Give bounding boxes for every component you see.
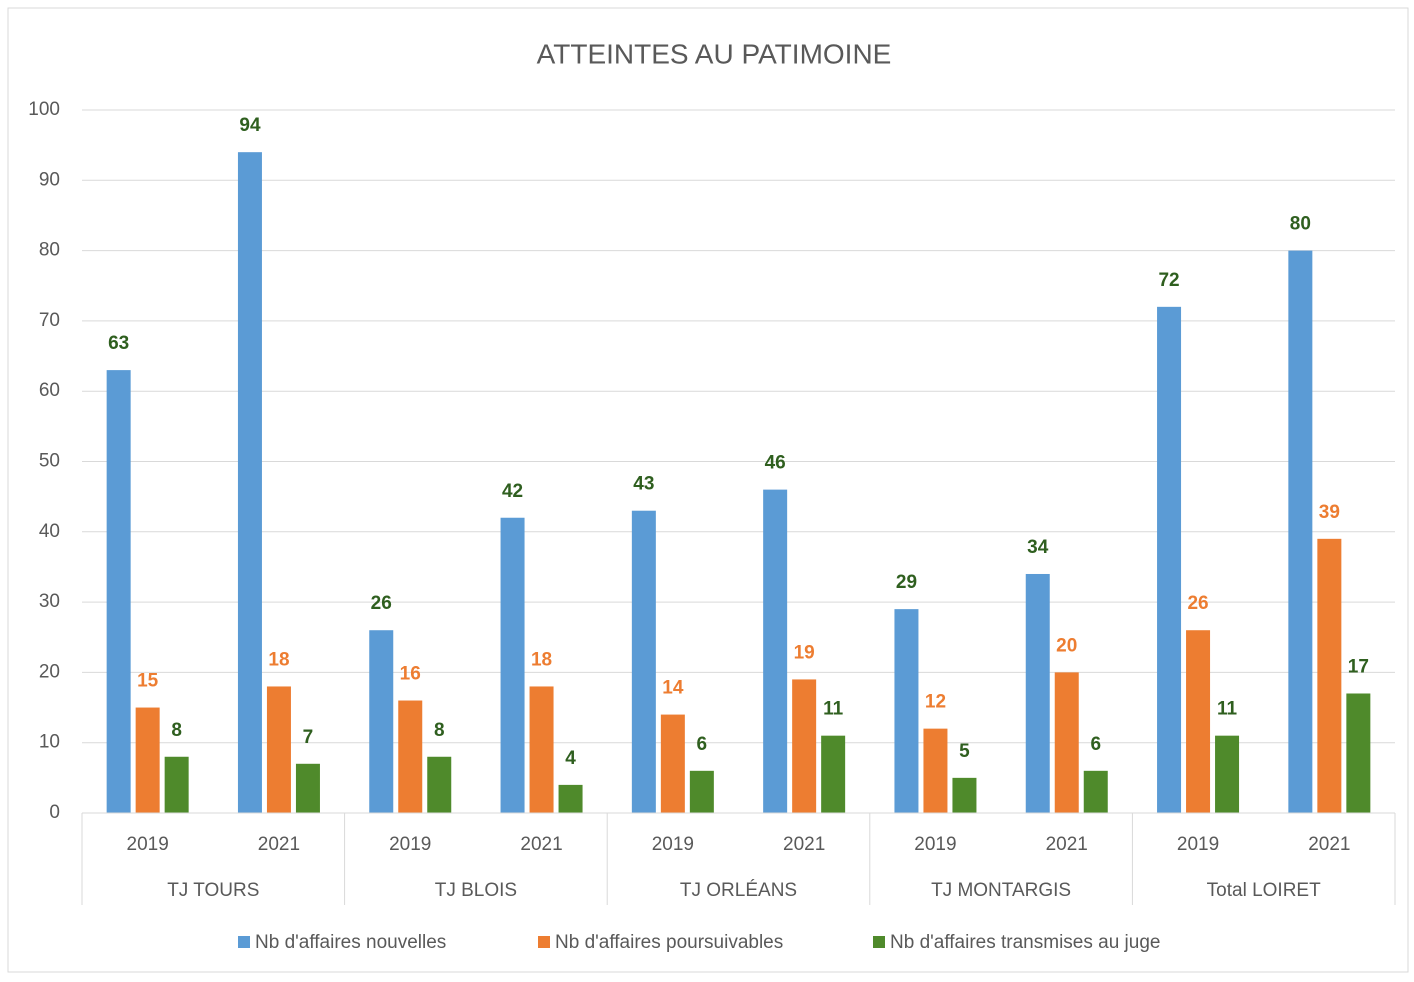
group-label: TJ BLOIS bbox=[435, 880, 517, 901]
data-label: 5 bbox=[959, 741, 970, 762]
y-tick-label: 0 bbox=[49, 802, 60, 823]
data-label: 11 bbox=[1217, 699, 1238, 720]
data-label: 18 bbox=[531, 649, 552, 670]
data-label: 72 bbox=[1158, 270, 1179, 291]
y-tick-label: 70 bbox=[39, 310, 60, 331]
x-tick-label: 2019 bbox=[389, 834, 431, 855]
y-tick-label: 100 bbox=[28, 99, 60, 120]
bar bbox=[398, 700, 423, 813]
y-tick-label: 30 bbox=[39, 591, 60, 612]
x-tick-label: 2019 bbox=[127, 834, 169, 855]
x-tick-label: 2021 bbox=[520, 834, 562, 855]
chart-frame bbox=[7, 7, 1409, 973]
bar bbox=[106, 370, 131, 813]
data-label: 14 bbox=[662, 678, 684, 699]
group-label: TJ MONTARGIS bbox=[931, 880, 1071, 901]
legend-swatch bbox=[873, 936, 885, 948]
y-tick-label: 20 bbox=[39, 661, 60, 682]
data-label: 46 bbox=[765, 453, 786, 474]
data-label: 43 bbox=[633, 474, 654, 495]
bar bbox=[1346, 693, 1371, 813]
legend-swatch bbox=[238, 936, 250, 948]
bar bbox=[295, 763, 320, 813]
data-label: 8 bbox=[434, 720, 445, 741]
data-label: 39 bbox=[1319, 502, 1340, 523]
bar bbox=[1186, 630, 1211, 813]
bar bbox=[1215, 735, 1240, 813]
bar bbox=[1025, 573, 1050, 813]
data-label: 29 bbox=[896, 572, 917, 593]
bar bbox=[427, 756, 452, 813]
data-label: 63 bbox=[108, 333, 129, 354]
data-label: 15 bbox=[137, 671, 159, 692]
y-tick-label: 50 bbox=[39, 451, 60, 472]
chart-title: ATTEINTES AU PATIMOINE bbox=[537, 38, 892, 69]
data-label: 16 bbox=[400, 664, 421, 685]
y-tick-label: 60 bbox=[39, 380, 60, 401]
x-tick-label: 2021 bbox=[783, 834, 825, 855]
data-label: 26 bbox=[1187, 593, 1208, 614]
bar bbox=[689, 770, 714, 813]
data-label: 19 bbox=[794, 642, 815, 663]
data-label: 17 bbox=[1348, 657, 1369, 678]
data-label: 20 bbox=[1056, 635, 1077, 656]
y-tick-label: 80 bbox=[39, 240, 60, 261]
bar bbox=[660, 714, 685, 813]
bar bbox=[923, 728, 948, 813]
bar bbox=[1083, 770, 1108, 813]
y-tick-label: 10 bbox=[39, 732, 60, 753]
legend-swatch bbox=[538, 936, 550, 948]
data-label: 80 bbox=[1290, 214, 1311, 235]
group-label: TJ TOURS bbox=[167, 880, 259, 901]
group-label: Total LOIRET bbox=[1207, 880, 1321, 901]
data-label: 34 bbox=[1027, 537, 1049, 558]
bar bbox=[558, 784, 583, 813]
bar bbox=[369, 630, 394, 813]
data-label: 7 bbox=[303, 727, 314, 748]
bar bbox=[164, 756, 189, 813]
bar bbox=[135, 707, 160, 813]
bar bbox=[529, 686, 554, 813]
bar bbox=[1157, 306, 1182, 813]
bar bbox=[894, 609, 919, 813]
bar bbox=[237, 152, 262, 813]
legend-label: Nb d'affaires transmises au juge bbox=[890, 932, 1160, 953]
data-label: 94 bbox=[239, 115, 261, 136]
bar bbox=[631, 510, 656, 813]
bar bbox=[792, 679, 817, 813]
y-tick-label: 90 bbox=[39, 169, 60, 190]
y-tick-label: 40 bbox=[39, 521, 60, 542]
x-tick-label: 2021 bbox=[258, 834, 300, 855]
data-label: 6 bbox=[1090, 734, 1101, 755]
x-tick-label: 2019 bbox=[1177, 834, 1219, 855]
bar bbox=[1317, 538, 1342, 813]
data-label: 8 bbox=[171, 720, 182, 741]
data-label: 42 bbox=[502, 481, 523, 502]
data-label: 6 bbox=[697, 734, 708, 755]
bar bbox=[1054, 672, 1079, 813]
data-label: 18 bbox=[268, 649, 289, 670]
bar bbox=[821, 735, 846, 813]
x-tick-label: 2021 bbox=[1046, 834, 1088, 855]
legend-label: Nb d'affaires poursuivables bbox=[555, 932, 783, 953]
bar bbox=[500, 517, 525, 813]
bar bbox=[266, 686, 291, 813]
data-label: 26 bbox=[371, 593, 392, 614]
bar bbox=[952, 777, 977, 813]
x-tick-label: 2019 bbox=[652, 834, 694, 855]
data-label: 12 bbox=[925, 692, 946, 713]
data-label: 11 bbox=[823, 699, 844, 720]
x-tick-label: 2019 bbox=[914, 834, 956, 855]
legend-label: Nb d'affaires nouvelles bbox=[255, 932, 446, 953]
x-tick-label: 2021 bbox=[1308, 834, 1350, 855]
data-label: 4 bbox=[565, 748, 576, 769]
bar bbox=[1288, 250, 1313, 814]
bar bbox=[763, 489, 788, 813]
group-label: TJ ORLÉANS bbox=[680, 880, 797, 901]
